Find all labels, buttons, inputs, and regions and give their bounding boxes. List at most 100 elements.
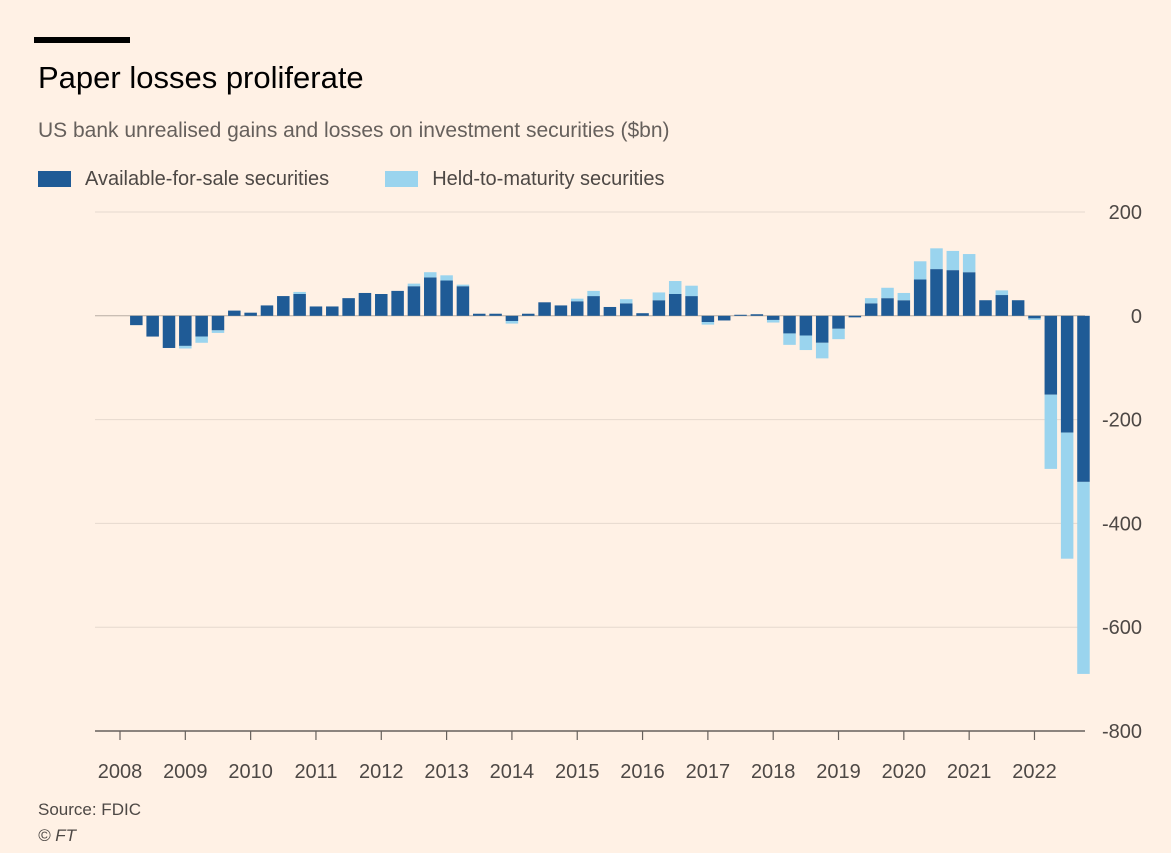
copyright-note: © FT — [38, 826, 76, 846]
bar-afs — [848, 315, 862, 318]
bar-htm — [783, 333, 796, 345]
bar-afs — [456, 286, 470, 316]
bar-afs — [342, 298, 355, 316]
bar-afs — [913, 279, 927, 316]
bar-htm — [587, 290, 600, 297]
bar-htm — [652, 292, 666, 301]
bar-afs — [260, 305, 274, 316]
bar-htm — [995, 290, 1009, 296]
bar-afs — [734, 314, 747, 316]
bar-afs — [701, 315, 715, 323]
bar-afs — [750, 314, 764, 316]
x-tick-label: 2020 — [882, 761, 927, 783]
bar-afs — [1044, 315, 1058, 395]
bar-htm — [293, 291, 306, 295]
bar-afs — [799, 315, 813, 336]
bar-afs — [293, 294, 306, 316]
bar-afs — [570, 301, 584, 316]
bar-afs — [1028, 315, 1041, 319]
bar-htm — [881, 287, 894, 299]
x-tick-label: 2017 — [686, 761, 731, 783]
bar-afs — [783, 315, 796, 334]
y-tick-label: -600 — [1102, 617, 1142, 639]
chart-subtitle: US bank unrealised gains and losses on i… — [38, 119, 670, 142]
bar-afs — [162, 315, 176, 348]
legend-item-afs: Available-for-sale securities — [38, 168, 329, 191]
x-tick-label: 2011 — [294, 761, 337, 783]
bar-htm — [179, 345, 192, 349]
bar-afs — [309, 306, 323, 316]
bar-chart: 200 0 -200 -400 -600 -800 2008 2009 2010 2011 2012… — [95, 202, 1142, 783]
bar-htm — [1060, 432, 1074, 559]
bar-afs — [424, 277, 437, 316]
bar-htm — [815, 342, 829, 359]
bar-afs — [815, 315, 829, 343]
chart-legend: Available-for-sale securities Held-to-ma… — [38, 166, 720, 192]
bar-htm — [962, 254, 976, 273]
x-tick-label: 2018 — [751, 761, 796, 783]
header-accent-bar — [34, 37, 130, 43]
axis-layer: 200 0 -200 -400 -600 -800 2008 2009 2010 2011 2012… — [98, 202, 1142, 783]
bar-htm — [424, 272, 437, 278]
bar-htm — [799, 335, 813, 351]
bar-afs — [685, 296, 698, 316]
bar-afs — [603, 306, 617, 316]
bar-htm — [701, 322, 715, 325]
bar-afs — [538, 302, 551, 316]
bar-afs — [897, 300, 911, 316]
source-note: Source: FDIC — [38, 800, 141, 819]
bar-afs — [946, 270, 960, 316]
chart-title: Paper losses proliferate — [38, 60, 364, 95]
x-tick-label: 2014 — [490, 761, 535, 783]
bar-afs — [244, 312, 257, 316]
bar-htm — [1028, 318, 1041, 320]
bar-htm — [864, 298, 878, 304]
bar-afs — [195, 315, 208, 337]
bar-afs — [1077, 315, 1090, 482]
bar-htm — [407, 283, 421, 287]
y-tick-label: -400 — [1102, 513, 1142, 535]
bar-afs — [277, 296, 290, 316]
x-tick-label: 2015 — [555, 761, 600, 783]
bar-afs — [407, 286, 421, 316]
bar-afs — [146, 315, 159, 337]
y-tick-label: -200 — [1102, 410, 1142, 432]
bar-htm — [946, 250, 960, 271]
bar-htm — [832, 328, 845, 340]
bar-htm — [456, 284, 470, 287]
bar-afs — [489, 313, 502, 316]
bar-afs — [211, 315, 225, 331]
bar-afs — [636, 313, 649, 316]
x-tick-label: 2013 — [424, 761, 469, 783]
bar-htm — [897, 292, 911, 301]
bar-htm — [619, 299, 633, 304]
bar-afs — [962, 272, 976, 316]
legend-item-htm: Held-to-maturity securities — [385, 168, 664, 191]
bar-htm — [1044, 394, 1058, 469]
bar-afs — [391, 290, 404, 316]
x-tick-label: 2021 — [947, 761, 992, 783]
bar-afs — [554, 305, 568, 316]
x-tick-label: 2010 — [228, 761, 273, 783]
x-tick-label: 2008 — [98, 761, 143, 783]
bar-afs — [652, 300, 666, 316]
x-tick-label: 2016 — [620, 761, 665, 783]
bar-afs — [440, 280, 453, 316]
bar-htm — [668, 281, 682, 295]
bar-afs — [864, 303, 878, 316]
bar-afs — [587, 296, 600, 316]
x-tick-label: 2022 — [1012, 761, 1057, 783]
bar-afs — [179, 315, 192, 346]
bar-afs — [979, 300, 992, 316]
bar-afs — [228, 310, 241, 316]
bar-afs — [832, 315, 845, 329]
bar-afs — [668, 294, 682, 316]
bar-afs — [358, 292, 372, 316]
bar-afs — [1011, 300, 1025, 316]
bar-htm — [913, 261, 927, 280]
y-tick-label: 200 — [1109, 202, 1142, 224]
bar-layer — [130, 248, 1090, 674]
bar-htm — [505, 320, 519, 324]
bar-htm — [685, 285, 698, 297]
y-tick-label: 0 — [1131, 306, 1142, 328]
